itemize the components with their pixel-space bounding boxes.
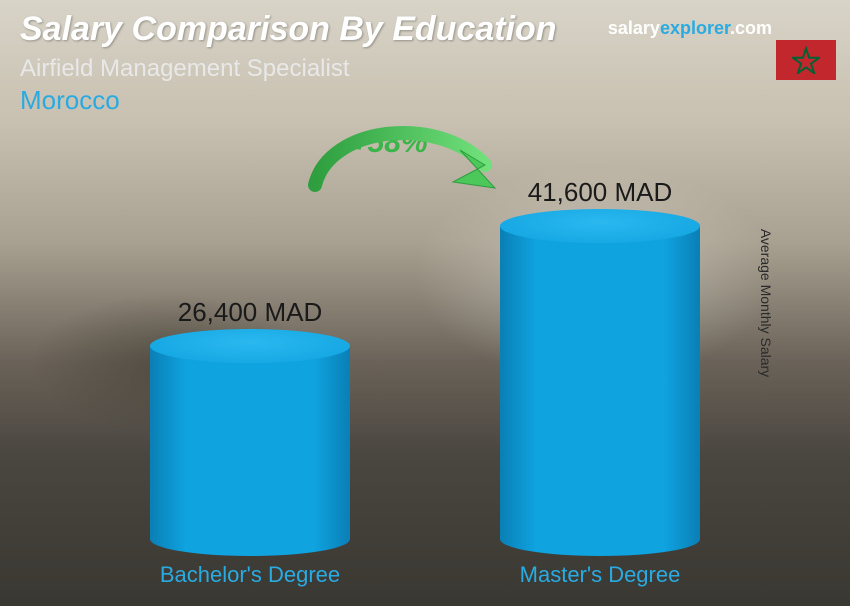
- bar-front-2: [500, 226, 700, 556]
- bar-value-2: 41,600 MAD: [480, 177, 720, 208]
- flag-star-icon: [792, 46, 820, 74]
- bar-group-1: 26,400 MAD: [130, 297, 370, 556]
- category-label-1: Bachelor's Degree: [130, 562, 370, 588]
- bar-2: [500, 226, 700, 556]
- bar-top-1: [150, 329, 350, 363]
- bar-group-2: 41,600 MAD: [480, 177, 720, 556]
- bar-top-2: [500, 209, 700, 243]
- infographic-container: Salary Comparison By Education Airfield …: [0, 0, 850, 606]
- job-subtitle: Airfield Management Specialist: [20, 55, 830, 83]
- flag-icon: [776, 40, 836, 80]
- brand-part2: explorer: [660, 18, 730, 38]
- bar-front-1: [150, 346, 350, 556]
- bar-value-1: 26,400 MAD: [130, 297, 370, 328]
- brand-logo: salaryexplorer.com: [608, 18, 772, 39]
- brand-part3: .com: [730, 18, 772, 38]
- category-label-2: Master's Degree: [480, 562, 720, 588]
- bar-1: [150, 346, 350, 556]
- chart-area: +58% 26,400 MAD 41,600 MAD: [0, 120, 850, 606]
- brand-part1: salary: [608, 18, 660, 38]
